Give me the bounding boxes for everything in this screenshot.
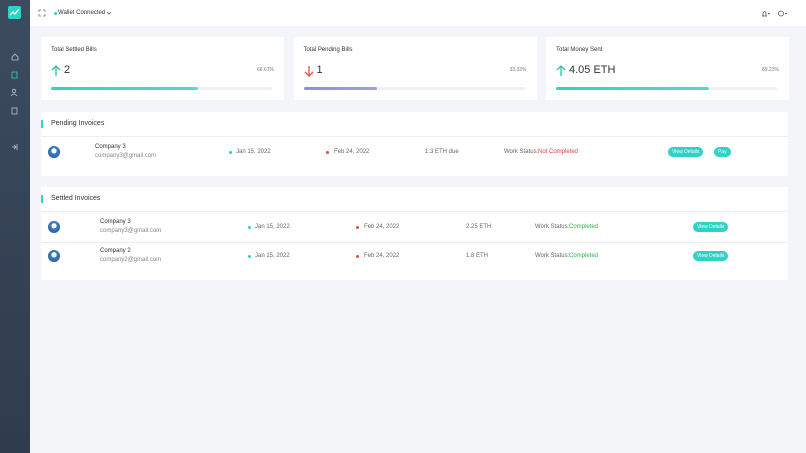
- stat-card: Total Pending Bills 1 33.33%: [293, 37, 537, 100]
- stat-title: Total Settled Bills: [51, 47, 97, 53]
- accent-bar: [41, 120, 43, 128]
- stat-title: Total Pending Bills: [303, 47, 353, 53]
- company-name: Company 2: [100, 248, 131, 254]
- trend-arrow: [304, 66, 313, 77]
- top-bar: Wallet Connected: [30, 0, 806, 26]
- issue-date: Jan 15, 2022: [236, 149, 271, 155]
- company-email: company3@gmail.com: [100, 228, 162, 234]
- work-status-label: Work Status:: [535, 224, 570, 230]
- work-status-label: Work Status:: [504, 149, 539, 155]
- stat-percent: 33.33%: [509, 67, 527, 73]
- divider: [41, 242, 788, 243]
- issue-date: Jan 15, 2022: [255, 253, 290, 259]
- trend-arrow: [51, 65, 61, 76]
- dot: [326, 151, 329, 154]
- due-date: Feb 24, 2022: [364, 224, 400, 230]
- stat-value: 2: [64, 64, 71, 76]
- progress-track: [303, 87, 525, 90]
- work-status: Completed: [569, 224, 599, 230]
- amount: 2.25 ETH: [466, 224, 492, 230]
- issue-date: Jan 15, 2022: [255, 224, 290, 230]
- invoice-panel: Pending Invoices Company 3 company3@gmail.…: [41, 112, 788, 176]
- company-name: Company 3: [95, 144, 126, 150]
- divider: [41, 211, 788, 212]
- action-button[interactable]: View Details: [668, 147, 704, 157]
- avatar: [48, 146, 60, 158]
- top-icons[interactable]: [760, 9, 790, 18]
- due-date: Feb 24, 2022: [364, 253, 400, 259]
- company-email: company2@gmail.com: [100, 257, 162, 263]
- action-button[interactable]: View Details: [693, 251, 729, 261]
- dot: [248, 255, 251, 258]
- progress-track: [51, 87, 272, 90]
- progress-bar: [556, 87, 709, 90]
- stat-title: Total Money Sent: [556, 47, 603, 53]
- dot: [229, 151, 232, 154]
- dot: [356, 255, 359, 258]
- action-button[interactable]: Pay: [714, 147, 731, 157]
- amount: 1.3 ETH due: [425, 149, 459, 155]
- panel-title: Settled Invoices: [51, 195, 101, 202]
- dot: [356, 226, 359, 229]
- due-date: Feb 24, 2022: [334, 149, 370, 155]
- stat-percent: 69.23%: [762, 67, 779, 73]
- progress-bar: [51, 87, 199, 90]
- progress-bar: [303, 87, 378, 90]
- sidebar: [0, 0, 30, 453]
- stat-card: Total Money Sent 4.05 ETH 69.23%: [546, 37, 789, 100]
- fullscreen-icon[interactable]: [38, 9, 46, 17]
- avatar: [48, 221, 60, 233]
- work-status: Completed: [569, 253, 599, 259]
- amount: 1.8 ETH: [466, 253, 489, 259]
- status-dot: [54, 12, 57, 15]
- chevron: [106, 11, 112, 15]
- trend-arrow: [556, 65, 566, 76]
- work-status-label: Work Status:: [535, 253, 570, 259]
- progress-track: [556, 87, 777, 90]
- panel-title: Pending Invoices: [51, 120, 105, 127]
- stat-percent: 66.67%: [257, 67, 274, 73]
- invoice-panel: Settled Invoices Company 3 company3@gmail.…: [41, 187, 788, 280]
- wallet-status[interactable]: Wallet Connected: [58, 10, 106, 16]
- sidebar-icons: [8, 6, 21, 150]
- stat-card: Total Settled Bills 2 66.67%: [41, 37, 284, 100]
- company-name: Company 3: [100, 219, 131, 225]
- accent-bar: [41, 195, 43, 203]
- stat-value: 4.05 ETH: [569, 64, 616, 76]
- stat-value: 1: [316, 64, 323, 76]
- divider: [41, 136, 788, 137]
- action-button[interactable]: View Details: [693, 222, 729, 232]
- work-status: Not Completed: [538, 149, 579, 155]
- company-email: company3@gmail.com: [95, 153, 157, 159]
- avatar: [48, 250, 60, 262]
- dot: [248, 226, 251, 229]
